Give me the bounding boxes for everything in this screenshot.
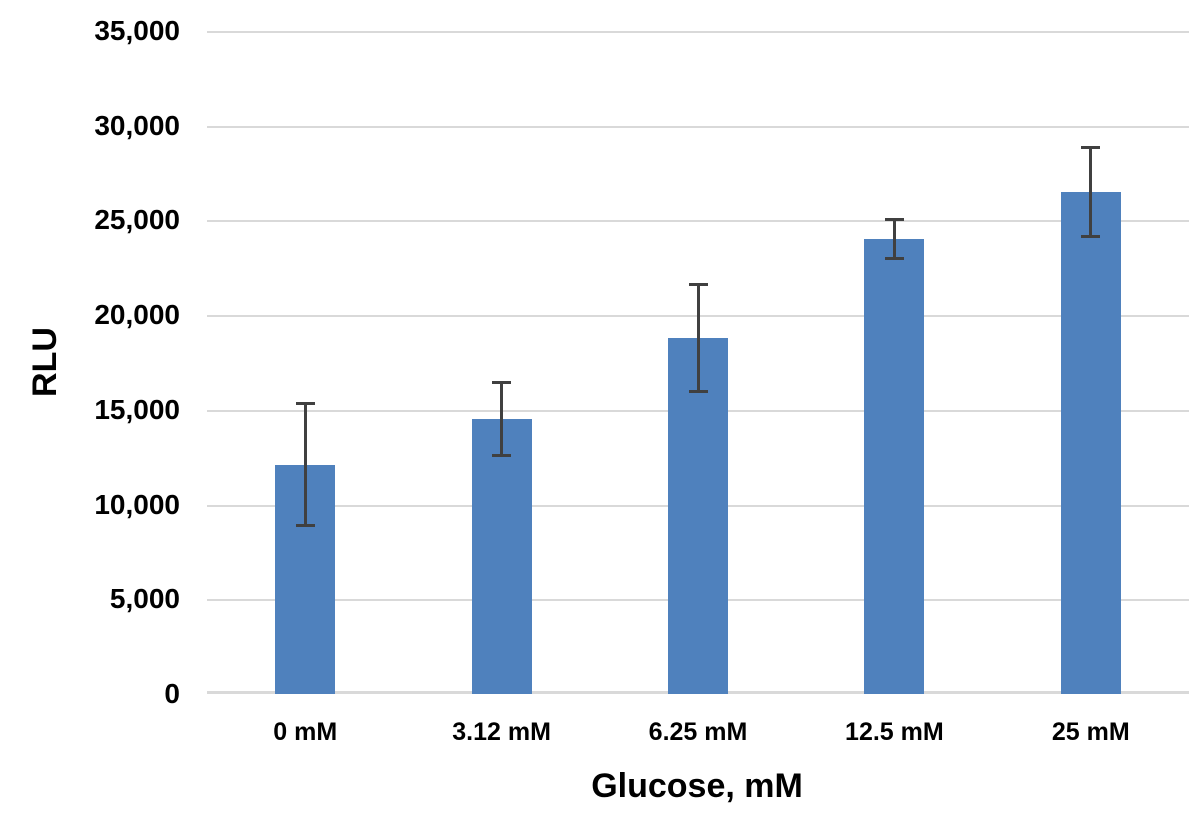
bar-25-mm [1060,192,1121,694]
gridline [207,125,1189,128]
y-tick-label: 10,000 [94,488,180,520]
bar-6.25-mm [668,337,728,694]
y-tick-label: 0 [164,678,180,709]
y-tick-label: 20,000 [94,299,180,331]
plot-area [207,31,1189,694]
gridline [207,31,1189,33]
error-bar-bottom-cap [295,524,315,528]
error-bar-line [696,283,700,392]
y-tick-label: 15,000 [94,393,180,425]
y-axis-title: RLU [26,327,64,397]
y-tick-label: 5,000 [109,583,180,615]
error-bar-line [1089,146,1093,238]
y-tick-label: 25,000 [94,204,180,236]
error-bar-bottom-cap [884,257,904,261]
x-tick-label: 25 mM [1051,718,1130,746]
bar-12.5-mm [864,239,925,694]
error-bar-bottom-cap [492,454,512,458]
error-bar-top-cap [295,402,315,406]
y-tick-label: 30,000 [94,109,180,141]
error-bar-line [303,403,307,527]
error-bar-top-cap [688,282,708,286]
bar-3.12-mm [471,419,532,694]
error-bar-bottom-cap [1081,235,1101,239]
error-bar-top-cap [1081,145,1101,149]
error-bar-bottom-cap [688,389,708,393]
gridline [207,220,1189,223]
x-tick-label: 6.25 mM [648,718,748,746]
error-bar-top-cap [884,218,904,222]
error-bar-top-cap [492,381,512,385]
error-bar-line [500,382,504,457]
x-tick-label: 3.12 mM [452,718,551,746]
x-tick-label: 12.5 mM [845,718,944,746]
y-tick-label: 35,000 [94,15,180,46]
x-tick-label: 0 mM [273,718,338,746]
x-axis-title: Glucose, mM [591,767,803,805]
error-bar-line [892,219,896,260]
